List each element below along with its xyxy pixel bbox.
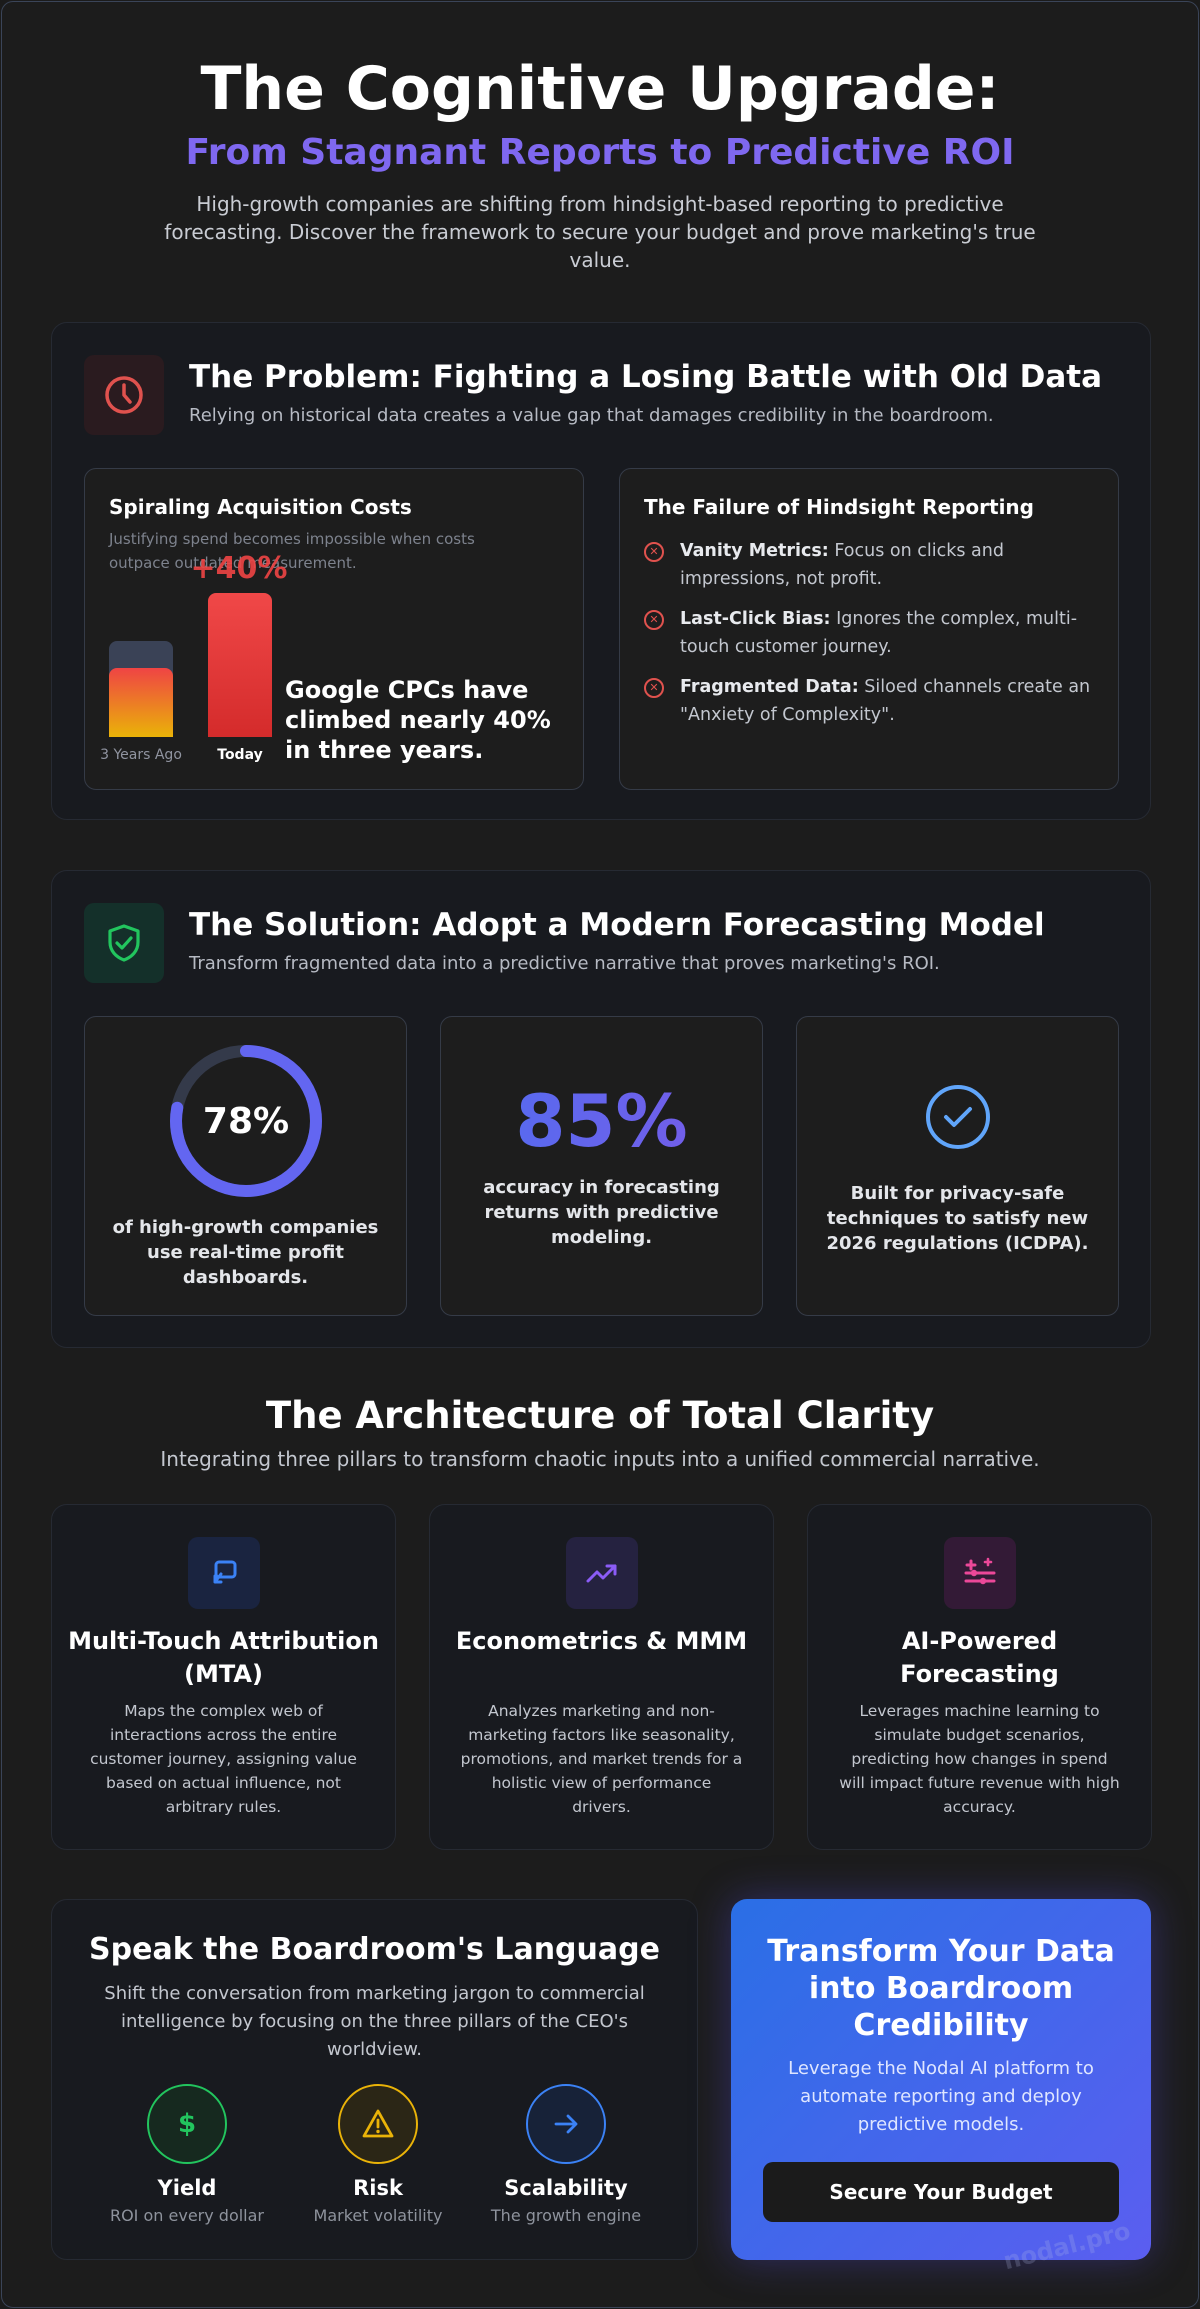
- solution-title: The Solution: Adopt a Modern Forecasting…: [189, 907, 1045, 943]
- dollar-icon: $: [147, 2084, 227, 2164]
- page-intro: High-growth companies are shifting from …: [164, 192, 1036, 272]
- architecture-description: Integrating three pillars to transform c…: [160, 1447, 1040, 1471]
- accuracy-percent: 85%: [441, 1079, 762, 1163]
- cta-title: Transform Your Data into Boardroom Credi…: [767, 1934, 1115, 2043]
- sparkles-icon: [944, 1537, 1016, 1609]
- shield-check-icon: [84, 903, 164, 983]
- failure-text: Siloed channels create an "Anxiety of Co…: [680, 677, 1091, 725]
- clock-icon: [84, 355, 164, 435]
- failure-term: Fragmented Data:: [680, 677, 859, 697]
- architecture-title: The Architecture of Total Clarity: [265, 1394, 935, 1437]
- pillar-card-ai: AI-Powered Forecasting Leverages machine…: [807, 1504, 1152, 1850]
- problem-section: The Problem: Fighting a Losing Battle wi…: [51, 322, 1151, 820]
- pillar-title: Econometrics & MMM: [455, 1627, 748, 1655]
- arrow-right-icon: [526, 2084, 606, 2164]
- page-subtitle: From Stagnant Reports to Predictive ROI: [185, 132, 1015, 173]
- pillar-card-mta: Multi-Touch Attribution (MTA) Maps the c…: [51, 1504, 396, 1850]
- yield-sub: ROI on every dollar: [109, 2206, 265, 2225]
- cpc-stat: Google CPCs have climbed nearly 40% in t…: [285, 676, 551, 764]
- costs-card-description: Justifying spend becomes impossible when…: [109, 530, 475, 572]
- boardroom-title: Speak the Boardroom's Language: [89, 1932, 660, 1967]
- secure-budget-button[interactable]: Secure Your Budget: [763, 2162, 1119, 2222]
- failure-text: Focus on clicks and impressions, not pro…: [680, 541, 1004, 589]
- warning-icon: [338, 2084, 418, 2164]
- solution-section: The Solution: Adopt a Modern Forecasting…: [51, 870, 1151, 1348]
- touch-pointer-icon: [188, 1537, 260, 1609]
- x-circle-icon: ✕: [644, 542, 664, 562]
- pillar-title: Multi-Touch Attribution (MTA): [68, 1627, 379, 1688]
- privacy-text: Built for privacy-safe techniques to sat…: [826, 1183, 1089, 1254]
- stat-card-accuracy: 85% accuracy in forecasting returns with…: [440, 1016, 763, 1316]
- dashboards-percent: 78%: [202, 1101, 290, 1142]
- acquisition-costs-card: Spiraling Acquisition Costs Justifying s…: [84, 468, 584, 790]
- stat-card-dashboards: 78% of high-growth companies use real-ti…: [84, 1016, 407, 1316]
- pillar-description: Leverages machine learning to simulate b…: [839, 1702, 1120, 1816]
- cta-card: Transform Your Data into Boardroom Credi…: [731, 1899, 1151, 2260]
- failure-item: ✕ Vanity Metrics: Focus on clicks and im…: [644, 537, 1094, 593]
- cta-description: Leverage the Nodal AI platform to automa…: [788, 2058, 1094, 2135]
- bar-label-3-years-ago: 3 Years Ago: [100, 747, 182, 763]
- progress-ring: [170, 1045, 322, 1197]
- costs-card-title: Spiraling Acquisition Costs: [109, 495, 412, 519]
- failure-text: Ignores the complex, multi-touch custome…: [680, 609, 1078, 657]
- risk-label: Risk: [353, 2176, 403, 2200]
- failure-item: ✕ Fragmented Data: Siloed channels creat…: [644, 673, 1094, 729]
- stat-card-privacy: Built for privacy-safe techniques to sat…: [796, 1016, 1119, 1316]
- check-circle-icon: [926, 1085, 990, 1149]
- scalability-sub: The growth engine: [490, 2206, 642, 2225]
- risk-sub: Market volatility: [313, 2206, 443, 2225]
- dashboards-text: of high-growth companies use real-time p…: [112, 1217, 379, 1288]
- failure-term: Last-Click Bias:: [680, 609, 831, 629]
- trending-up-icon: [566, 1537, 638, 1609]
- failure-item: ✕ Last-Click Bias: Ignores the complex, …: [644, 605, 1094, 661]
- boardroom-description: Shift the conversation from marketing ja…: [104, 1983, 645, 2060]
- bar-3-years-ago-fill: [109, 668, 173, 737]
- pillar-description: Analyzes marketing and non-marketing fac…: [460, 1702, 743, 1816]
- pillar-card-mmm: Econometrics & MMM Analyzes marketing an…: [429, 1504, 774, 1850]
- yield-label: Yield: [157, 2176, 217, 2200]
- bar-today: [208, 593, 272, 737]
- increase-label: +40%: [190, 551, 288, 586]
- scalability-label: Scalability: [504, 2176, 628, 2200]
- hindsight-failure-card: The Failure of Hindsight Reporting ✕ Van…: [619, 468, 1119, 790]
- progress-ring-fill: [170, 1045, 322, 1197]
- bar-label-today: Today: [217, 747, 263, 763]
- failure-term: Vanity Metrics:: [680, 541, 829, 561]
- solution-description: Transform fragmented data into a predict…: [189, 953, 940, 974]
- pillar-title: AI-Powered Forecasting: [900, 1627, 1059, 1688]
- accuracy-text: accuracy in forecasting returns with pre…: [483, 1177, 720, 1248]
- problem-title: The Problem: Fighting a Losing Battle wi…: [189, 359, 1103, 395]
- x-circle-icon: ✕: [644, 610, 664, 630]
- x-circle-icon: ✕: [644, 678, 664, 698]
- bar-3-years-ago: [109, 641, 173, 737]
- pillar-description: Maps the complex web of interactions acr…: [90, 1702, 357, 1816]
- page-title: The Cognitive Upgrade:: [200, 54, 1000, 124]
- boardroom-section: Speak the Boardroom's Language Shift the…: [51, 1899, 698, 2260]
- problem-description: Relying on historical data creates a val…: [189, 405, 994, 426]
- failure-card-title: The Failure of Hindsight Reporting: [644, 495, 1034, 519]
